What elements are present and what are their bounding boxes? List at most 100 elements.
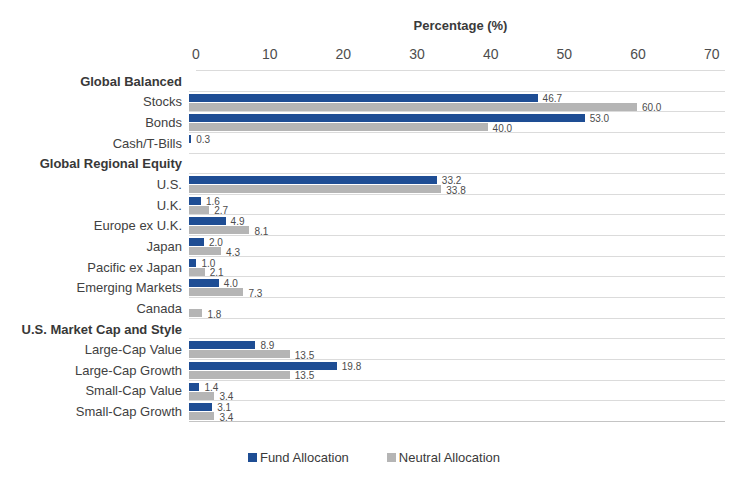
fund-allocation-bar bbox=[189, 217, 226, 225]
category-row: Large-Cap Growth19.813.5 bbox=[0, 360, 748, 381]
neutral-allocation-value-label: 2.7 bbox=[214, 206, 228, 214]
neutral-allocation-value-label: 60.0 bbox=[642, 103, 661, 111]
category-row: Stocks 46.7 60.0 bbox=[0, 92, 748, 113]
fund-allocation-bar bbox=[189, 176, 437, 184]
neutral-allocation-bar bbox=[189, 350, 290, 358]
neutral-allocation-value-label: 8.1 bbox=[254, 227, 268, 235]
category-row: Small-Cap Value1.43.4 bbox=[0, 381, 748, 402]
legend: Fund Allocation Neutral Allocation bbox=[0, 450, 748, 465]
category-label: Pacific ex Japan bbox=[0, 257, 189, 278]
row-plot-area: 1.43.4 bbox=[189, 381, 725, 402]
category-label: Canada bbox=[0, 298, 189, 319]
category-row: Emerging Markets 4.0 7.3 bbox=[0, 277, 748, 298]
neutral-allocation-value-label: 40.0 bbox=[493, 124, 512, 132]
row-plot-area: 1.02.1 bbox=[189, 257, 725, 278]
row-plot-area: 3.13.4 bbox=[189, 401, 725, 422]
row-plot-area bbox=[189, 71, 725, 92]
neutral-allocation-value-label: 13.5 bbox=[295, 351, 314, 359]
fund-allocation-value-label: 8.9 bbox=[260, 341, 274, 349]
group-header-row: Global Regional Equity bbox=[0, 154, 748, 175]
x-axis: Percentage (%) 010203040506070 bbox=[196, 18, 725, 71]
row-plot-area: 19.813.5 bbox=[189, 360, 725, 381]
group-header-label: Global Balanced bbox=[0, 71, 189, 92]
neutral-allocation-value-label: 3.4 bbox=[219, 392, 233, 400]
fund-allocation-bar bbox=[189, 362, 337, 370]
neutral-allocation-bar bbox=[189, 123, 488, 131]
chart-rows: Global BalancedStocks 46.7 60.0 Bonds 53.0 40… bbox=[0, 71, 748, 422]
category-row: Large-Cap Value 8.9 13.5 bbox=[0, 339, 748, 360]
row-plot-area: 0.3 bbox=[189, 133, 725, 154]
category-row: Cash/T-Bills0.3 bbox=[0, 133, 748, 154]
category-label: Large-Cap Value bbox=[0, 339, 189, 360]
fund-allocation-value-label: 19.8 bbox=[342, 362, 361, 370]
category-row: Japan2.04.3 bbox=[0, 236, 748, 257]
category-row: Pacific ex Japan1.02.1 bbox=[0, 257, 748, 278]
category-row: Europe ex U.K. 4.9 8.1 bbox=[0, 215, 748, 236]
neutral-allocation-swatch-icon bbox=[387, 453, 396, 462]
neutral-allocation-bar bbox=[189, 226, 249, 234]
group-header-label: U.S. Market Cap and Style bbox=[0, 319, 189, 340]
category-label: U.S. bbox=[0, 174, 189, 195]
x-tick-0: 0 bbox=[192, 46, 200, 62]
category-label: U.K. bbox=[0, 195, 189, 216]
neutral-allocation-bar bbox=[189, 185, 441, 193]
neutral-allocation-value-label: 4.3 bbox=[226, 248, 240, 256]
category-row: Canada1.8 bbox=[0, 298, 748, 319]
neutral-allocation-bar bbox=[189, 371, 290, 379]
group-header-row: Global Balanced bbox=[0, 71, 748, 92]
fund-allocation-bar bbox=[189, 135, 191, 143]
category-row: Small-Cap Growth3.13.4 bbox=[0, 401, 748, 422]
fund-allocation-value-label: 53.0 bbox=[590, 114, 609, 122]
neutral-allocation-bar bbox=[189, 309, 202, 317]
category-row: U.K.1.62.7 bbox=[0, 195, 748, 216]
category-label: Japan bbox=[0, 236, 189, 257]
fund-allocation-value-label: 0.3 bbox=[196, 135, 210, 143]
category-label: Small-Cap Value bbox=[0, 381, 189, 402]
row-plot-area: 1.62.7 bbox=[189, 195, 725, 216]
row-plot-area: 46.7 60.0 bbox=[189, 92, 725, 113]
row-plot-area: 33.2 33.8 bbox=[189, 174, 725, 195]
row-plot-area: 53.0 40.0 bbox=[189, 112, 725, 133]
category-label: Large-Cap Growth bbox=[0, 360, 189, 381]
x-tick-70: 70 bbox=[704, 46, 720, 62]
fund-allocation-bar bbox=[189, 259, 196, 267]
category-label: Bonds bbox=[0, 112, 189, 133]
fund-allocation-bar bbox=[189, 403, 212, 411]
legend-item-fund-allocation: Fund Allocation bbox=[248, 450, 349, 465]
neutral-allocation-value-label: 7.3 bbox=[248, 289, 262, 297]
legend-label-neutral-allocation: Neutral Allocation bbox=[399, 450, 500, 465]
fund-allocation-value-label: 4.9 bbox=[231, 217, 245, 225]
x-tick-30: 30 bbox=[409, 46, 425, 62]
category-label: Emerging Markets bbox=[0, 277, 189, 298]
row-plot-area: 2.04.3 bbox=[189, 236, 725, 257]
allocation-bar-chart: Percentage (%) 010203040506070 Global Ba… bbox=[0, 0, 748, 496]
fund-allocation-value-label: 1.0 bbox=[201, 259, 215, 267]
x-axis-ticks: 010203040506070 bbox=[196, 34, 725, 71]
fund-allocation-bar bbox=[189, 114, 585, 122]
fund-allocation-bar bbox=[189, 94, 538, 102]
fund-allocation-value-label: 4.0 bbox=[224, 279, 238, 287]
category-row: U.S. 33.2 33.8 bbox=[0, 174, 748, 195]
neutral-allocation-value-label: 33.8 bbox=[446, 186, 465, 194]
row-plot-area bbox=[189, 154, 725, 175]
group-header-row: U.S. Market Cap and Style bbox=[0, 319, 748, 340]
category-label: Europe ex U.K. bbox=[0, 215, 189, 236]
category-label: Stocks bbox=[0, 92, 189, 113]
neutral-allocation-bar bbox=[189, 247, 221, 255]
fund-allocation-value-label: 46.7 bbox=[543, 94, 562, 102]
fund-allocation-value-label: 2.0 bbox=[209, 238, 223, 246]
fund-allocation-bar bbox=[189, 341, 255, 349]
x-axis-title: Percentage (%) bbox=[196, 18, 725, 34]
row-plot-area: 1.8 bbox=[189, 298, 725, 319]
fund-allocation-value-label: 1.4 bbox=[204, 383, 218, 391]
x-tick-20: 20 bbox=[336, 46, 352, 62]
fund-allocation-bar bbox=[189, 197, 201, 205]
fund-allocation-bar bbox=[189, 238, 204, 246]
neutral-allocation-value-label: 2.1 bbox=[210, 268, 224, 276]
fund-allocation-bar bbox=[189, 279, 219, 287]
fund-allocation-value-label: 33.2 bbox=[442, 176, 461, 184]
x-tick-60: 60 bbox=[630, 46, 646, 62]
row-plot-area: 4.0 7.3 bbox=[189, 277, 725, 298]
legend-item-neutral-allocation: Neutral Allocation bbox=[387, 450, 500, 465]
legend-label-fund-allocation: Fund Allocation bbox=[260, 450, 349, 465]
